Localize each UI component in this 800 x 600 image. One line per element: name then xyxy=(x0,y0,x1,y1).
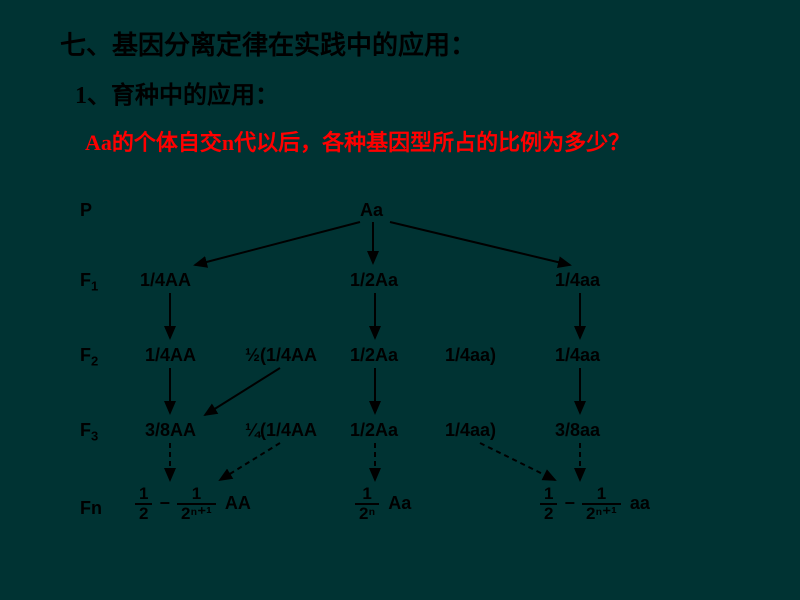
arrows-layer xyxy=(0,0,800,600)
